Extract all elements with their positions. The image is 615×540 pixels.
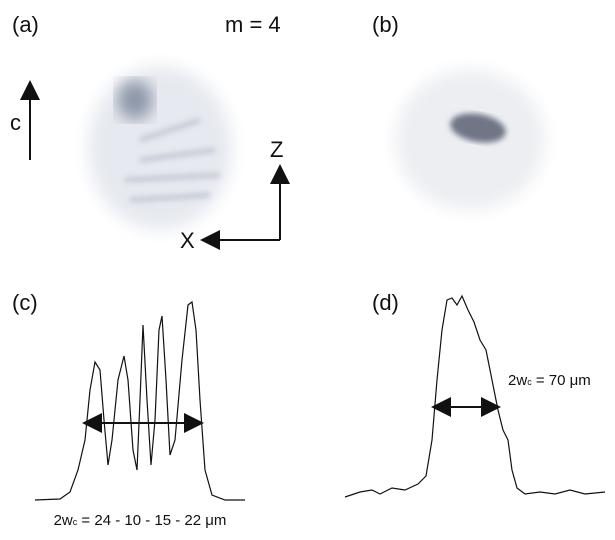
beam-image-a: [88, 66, 232, 230]
mode-label: m = 4: [225, 12, 281, 37]
z-axis-label: Z: [270, 137, 283, 162]
width-label-d: 2wc = 70 μm: [508, 372, 591, 389]
panel-label: (b): [372, 12, 399, 37]
width-label-c: 2wc = 24 - 10 - 15 - 22 μm: [54, 512, 227, 529]
profile-c: [34, 300, 245, 501]
panel-label: (a): [12, 12, 39, 37]
c-axis-label: c: [10, 110, 21, 135]
profile-d: [344, 294, 606, 498]
x-axis-label: X: [180, 228, 195, 253]
panel-label: (c): [12, 290, 38, 315]
panel-label: (d): [372, 290, 399, 315]
beam-image-b: [395, 70, 545, 210]
